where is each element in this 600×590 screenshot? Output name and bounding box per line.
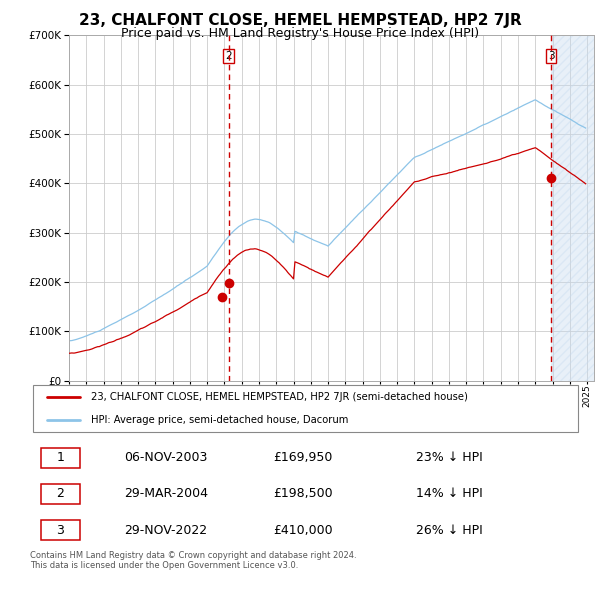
Text: 3: 3 (56, 523, 64, 536)
FancyBboxPatch shape (41, 520, 80, 540)
Text: 2: 2 (56, 487, 64, 500)
Text: 2: 2 (225, 51, 232, 61)
Text: £410,000: £410,000 (273, 523, 332, 536)
Text: 3: 3 (548, 51, 554, 61)
Text: £169,950: £169,950 (273, 451, 332, 464)
Text: £198,500: £198,500 (273, 487, 332, 500)
Text: Contains HM Land Registry data © Crown copyright and database right 2024.
This d: Contains HM Land Registry data © Crown c… (30, 551, 356, 571)
Text: 29-NOV-2022: 29-NOV-2022 (124, 523, 207, 536)
Text: 26% ↓ HPI: 26% ↓ HPI (416, 523, 483, 536)
FancyBboxPatch shape (33, 385, 578, 432)
Text: Price paid vs. HM Land Registry's House Price Index (HPI): Price paid vs. HM Land Registry's House … (121, 27, 479, 40)
Text: 1: 1 (56, 451, 64, 464)
Text: 23, CHALFONT CLOSE, HEMEL HEMPSTEAD, HP2 7JR (semi-detached house): 23, CHALFONT CLOSE, HEMEL HEMPSTEAD, HP2… (91, 392, 467, 402)
FancyBboxPatch shape (41, 484, 80, 504)
Text: 06-NOV-2003: 06-NOV-2003 (124, 451, 207, 464)
Text: HPI: Average price, semi-detached house, Dacorum: HPI: Average price, semi-detached house,… (91, 415, 348, 425)
Text: 23% ↓ HPI: 23% ↓ HPI (416, 451, 483, 464)
Text: 14% ↓ HPI: 14% ↓ HPI (416, 487, 483, 500)
Text: 23, CHALFONT CLOSE, HEMEL HEMPSTEAD, HP2 7JR: 23, CHALFONT CLOSE, HEMEL HEMPSTEAD, HP2… (79, 13, 521, 28)
FancyBboxPatch shape (41, 448, 80, 468)
Bar (551, 35, 596, 381)
Text: 29-MAR-2004: 29-MAR-2004 (124, 487, 208, 500)
